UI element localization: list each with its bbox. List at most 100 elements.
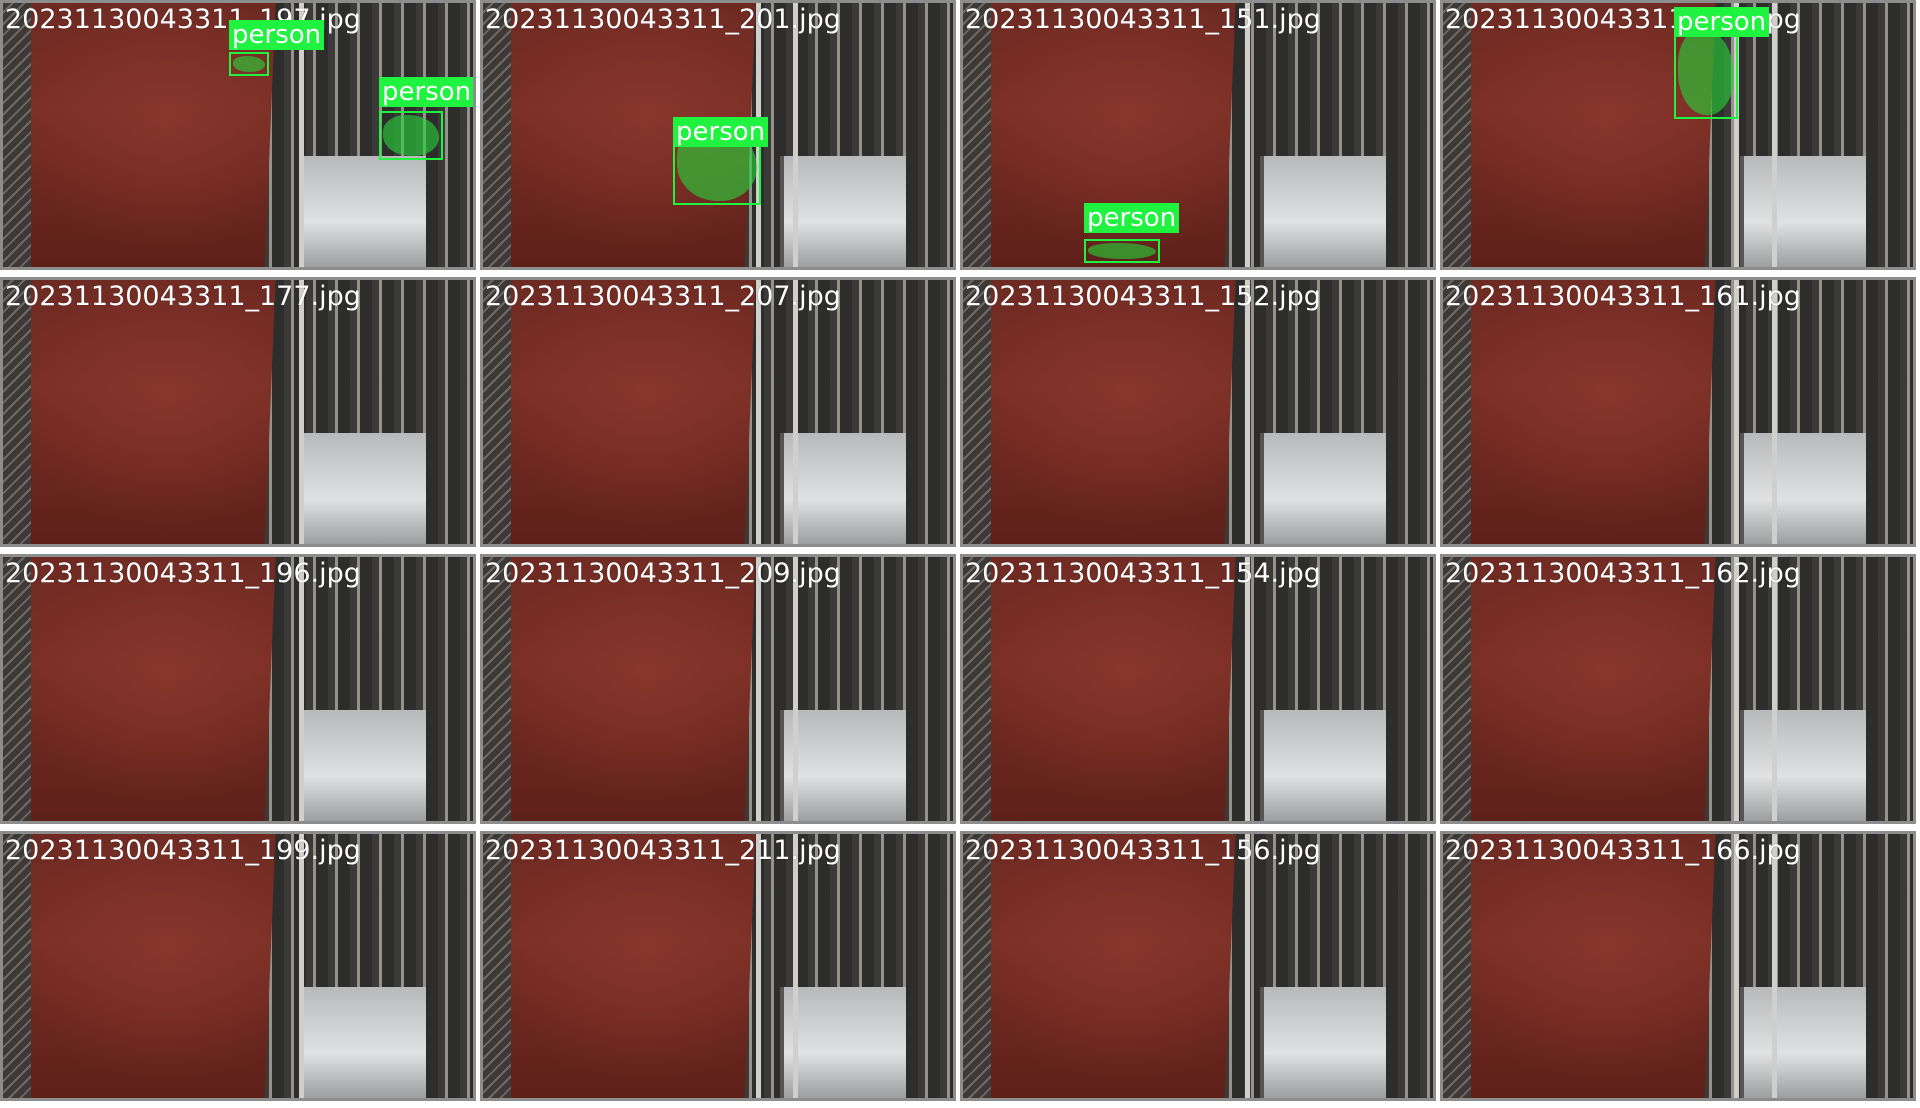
camera-frame	[1443, 834, 1913, 1098]
steel-machine	[1259, 156, 1386, 267]
camera-frame	[483, 280, 953, 544]
steel-machine	[1739, 433, 1866, 544]
person-detection-box	[379, 111, 443, 160]
red-floor	[963, 834, 1236, 1098]
left-wall	[1443, 3, 1472, 267]
camera-frame	[3, 557, 473, 821]
red-floor	[1443, 557, 1716, 821]
camera-frame	[1443, 557, 1913, 821]
camera-frame	[963, 834, 1433, 1098]
left-wall	[483, 834, 512, 1098]
left-wall	[1443, 280, 1472, 544]
camera-frame	[963, 557, 1433, 821]
steel-machine	[1739, 710, 1866, 821]
rail-post	[1245, 557, 1250, 821]
camera-frame	[963, 3, 1433, 267]
left-wall	[483, 557, 512, 821]
left-wall	[483, 3, 512, 267]
left-wall	[3, 3, 32, 267]
image-tile: 20231130043311_160.jpg person	[1440, 0, 1916, 270]
rail-post	[1772, 3, 1777, 267]
red-floor	[963, 557, 1236, 821]
steel-machine	[779, 433, 906, 544]
tile-filename: 20231130043311_154.jpg	[965, 558, 1321, 589]
left-wall	[3, 557, 32, 821]
red-floor	[3, 280, 276, 544]
steel-machine	[779, 987, 906, 1098]
person-detection-box	[229, 52, 269, 76]
rail-post	[1772, 834, 1777, 1098]
camera-frame	[483, 557, 953, 821]
left-wall	[3, 280, 32, 544]
detection-label: person	[379, 77, 473, 107]
tile-filename: 20231130043311_151.jpg	[965, 4, 1321, 35]
steel-machine	[1259, 433, 1386, 544]
rail-post	[1245, 834, 1250, 1098]
rail-post	[299, 834, 305, 1098]
image-tile: 20231130043311_197.jpg person person	[0, 0, 476, 270]
left-wall	[963, 280, 992, 544]
segmentation-mask	[233, 56, 265, 72]
tile-filename: 20231130043311_199.jpg	[5, 835, 361, 866]
detection-label: person	[1084, 203, 1180, 233]
tile-filename: 20231130043311_207.jpg	[485, 281, 841, 312]
detection-label: person	[229, 20, 325, 50]
left-wall	[963, 834, 992, 1098]
image-tile: 20231130043311_177.jpgpersonpersonperson	[0, 277, 476, 547]
left-wall	[483, 280, 512, 544]
tile-filename: 20231130043311_162.jpg	[1445, 558, 1801, 589]
tile-filename: 20231130043311_201.jpg	[485, 4, 841, 35]
left-wall	[3, 834, 32, 1098]
left-wall	[1443, 557, 1472, 821]
rail-post	[793, 3, 799, 267]
detection-label: person	[1674, 7, 1770, 37]
steel-machine	[779, 156, 906, 267]
rail-post	[1772, 557, 1777, 821]
rail-post	[1734, 280, 1740, 544]
tile-filename: 20231130043311_211.jpg	[485, 835, 841, 866]
image-tile: 20231130043311_211.jpgpersonpersonperson	[480, 831, 956, 1101]
rail-post	[793, 834, 799, 1098]
steel-machine	[299, 710, 426, 821]
rail-post	[299, 280, 305, 544]
red-floor	[483, 834, 756, 1098]
steel-machine	[299, 156, 426, 267]
rail-post	[299, 3, 305, 267]
segmentation-mask	[1678, 29, 1734, 115]
tile-filename: 20231130043311_161.jpg	[1445, 281, 1801, 312]
camera-frame	[3, 834, 473, 1098]
rail-post	[755, 557, 761, 821]
left-wall	[963, 3, 992, 267]
steel-machine	[1739, 987, 1866, 1098]
red-floor	[1443, 280, 1716, 544]
left-wall	[1443, 834, 1472, 1098]
steel-machine	[779, 710, 906, 821]
rail-post	[1734, 557, 1740, 821]
steel-machine	[1259, 987, 1386, 1098]
segmentation-mask	[383, 115, 439, 156]
red-floor	[483, 280, 756, 544]
red-floor	[3, 834, 276, 1098]
rail-post	[1772, 280, 1777, 544]
camera-frame	[483, 834, 953, 1098]
rail-post	[1734, 3, 1740, 267]
red-floor	[1443, 834, 1716, 1098]
tile-filename: 20231130043311_156.jpg	[965, 835, 1321, 866]
red-floor	[1443, 3, 1716, 267]
steel-machine	[299, 987, 426, 1098]
person-detection-box	[1674, 25, 1738, 119]
rail-post	[755, 834, 761, 1098]
steel-machine	[1739, 156, 1866, 267]
rail-post	[1245, 280, 1250, 544]
camera-frame	[963, 280, 1433, 544]
